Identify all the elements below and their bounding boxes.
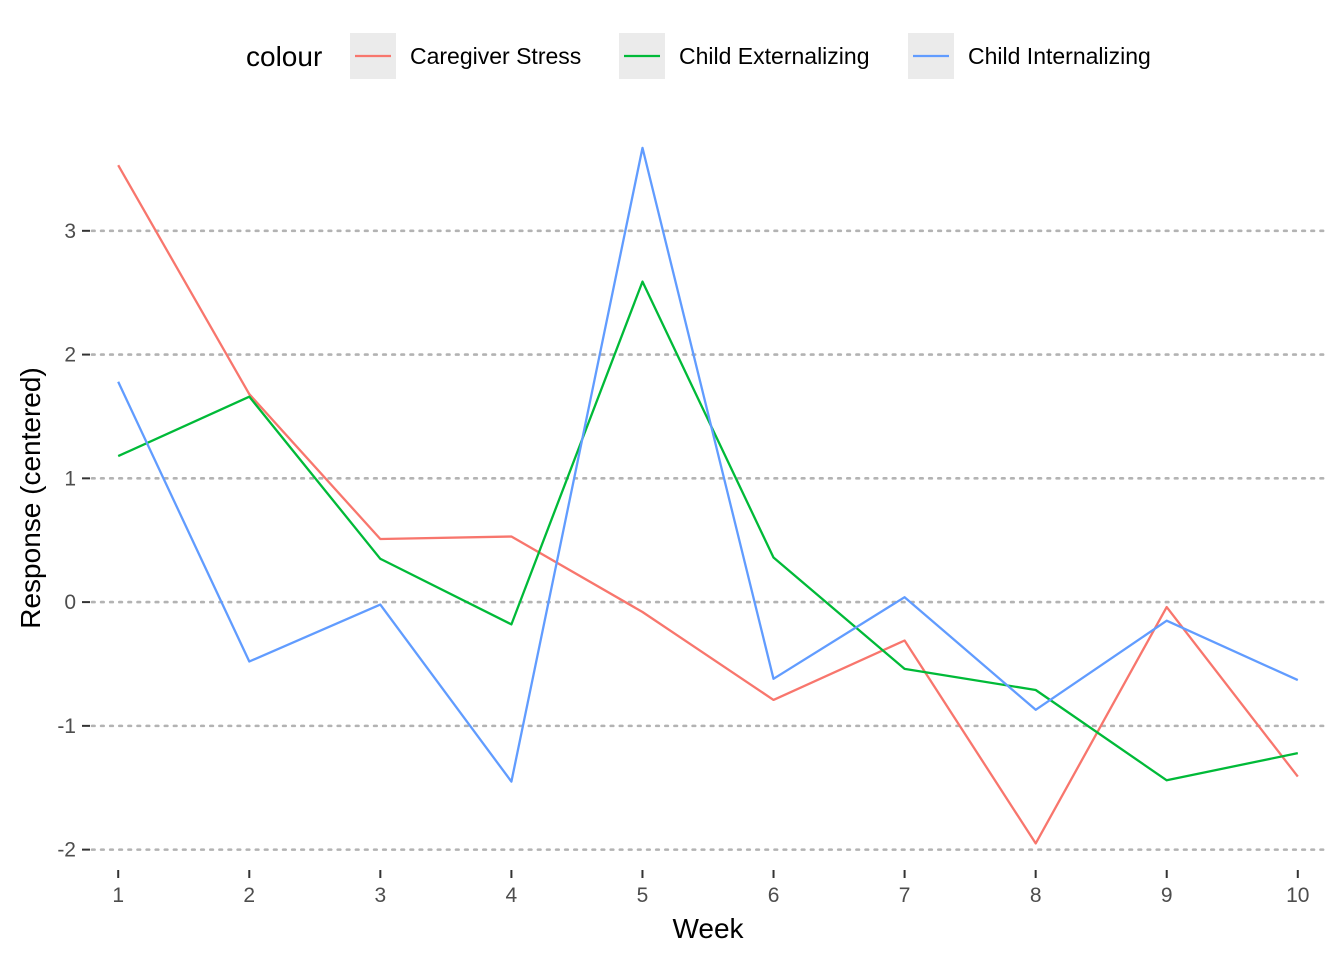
y-tick-label: -1 <box>57 715 76 738</box>
x-tick-label: 5 <box>637 884 649 907</box>
y-axis-title: Response (centered) <box>15 367 46 628</box>
legend-label: Child Internalizing <box>968 43 1151 69</box>
x-tick-label: 7 <box>899 884 911 907</box>
grid-lines <box>90 229 1326 851</box>
legend-title: colour <box>246 41 322 72</box>
x-tick-label: 6 <box>768 884 780 907</box>
x-tick-label: 2 <box>243 884 255 907</box>
series-lines <box>117 146 1299 845</box>
legend-item: Caregiver Stress <box>350 33 581 79</box>
series-line-caregiver-stress <box>117 164 1299 845</box>
y-tick-label: 2 <box>64 344 76 367</box>
y-tick-label: 3 <box>64 220 76 243</box>
legend-label: Child Externalizing <box>679 43 869 69</box>
y-tick-label: 1 <box>64 467 76 490</box>
x-axis-title: Week <box>672 913 744 944</box>
legend-label: Caregiver Stress <box>410 43 581 69</box>
y-axis: -2 -1 0 1 2 3 <box>57 220 90 862</box>
x-tick-label: 10 <box>1286 884 1309 907</box>
x-tick-label: 3 <box>374 884 386 907</box>
legend-item: Child Externalizing <box>619 33 869 79</box>
x-tick-label: 9 <box>1161 884 1173 907</box>
x-axis: 1 2 3 4 5 6 7 8 9 10 <box>112 870 1309 907</box>
series-line-child-externalizing <box>117 280 1299 782</box>
x-tick-label: 1 <box>112 884 124 907</box>
x-tick-label: 8 <box>1030 884 1042 907</box>
x-tick-label: 4 <box>506 884 518 907</box>
legend-item: Child Internalizing <box>908 33 1151 79</box>
series-line-child-internalizing <box>117 146 1299 783</box>
legend: colour Caregiver Stress Child Externalizi… <box>246 33 1151 79</box>
y-tick-label: -2 <box>57 839 76 862</box>
y-tick-label: 0 <box>64 591 76 614</box>
